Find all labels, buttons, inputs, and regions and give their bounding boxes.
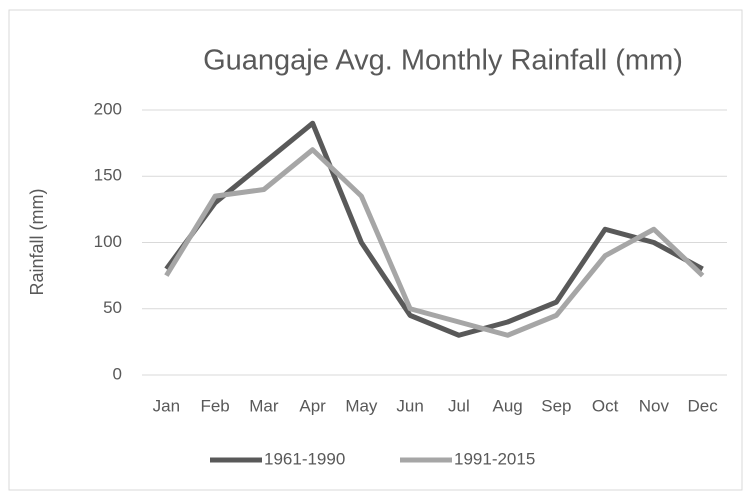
x-tick-label: Mar xyxy=(249,396,279,415)
legend-label: 1961-1990 xyxy=(264,449,345,468)
x-tick-label: Apr xyxy=(299,396,326,415)
x-tick-label: Sep xyxy=(541,396,571,415)
x-tick-label: May xyxy=(345,396,378,415)
x-tick-label: Dec xyxy=(688,396,719,415)
legend-label: 1991-2015 xyxy=(454,449,535,468)
y-tick-label: 150 xyxy=(94,166,122,185)
x-tick-label: Feb xyxy=(200,396,229,415)
y-tick-label: 200 xyxy=(94,99,122,118)
y-tick-label: 50 xyxy=(103,298,122,317)
x-tick-label: Aug xyxy=(493,396,523,415)
x-tick-label: Nov xyxy=(639,396,670,415)
line-series xyxy=(164,120,704,338)
y-axis-label: Rainfall (mm) xyxy=(27,188,47,295)
x-tick-label: Jul xyxy=(448,396,470,415)
x-tick-label: Jan xyxy=(153,396,180,415)
x-tick-label: Jun xyxy=(396,396,423,415)
x-tick-label: Oct xyxy=(592,396,619,415)
line-series xyxy=(164,147,705,338)
y-tick-label: 0 xyxy=(113,364,122,383)
chart-title: Guangaje Avg. Monthly Rainfall (mm) xyxy=(203,45,683,77)
y-tick-label: 100 xyxy=(94,232,122,251)
